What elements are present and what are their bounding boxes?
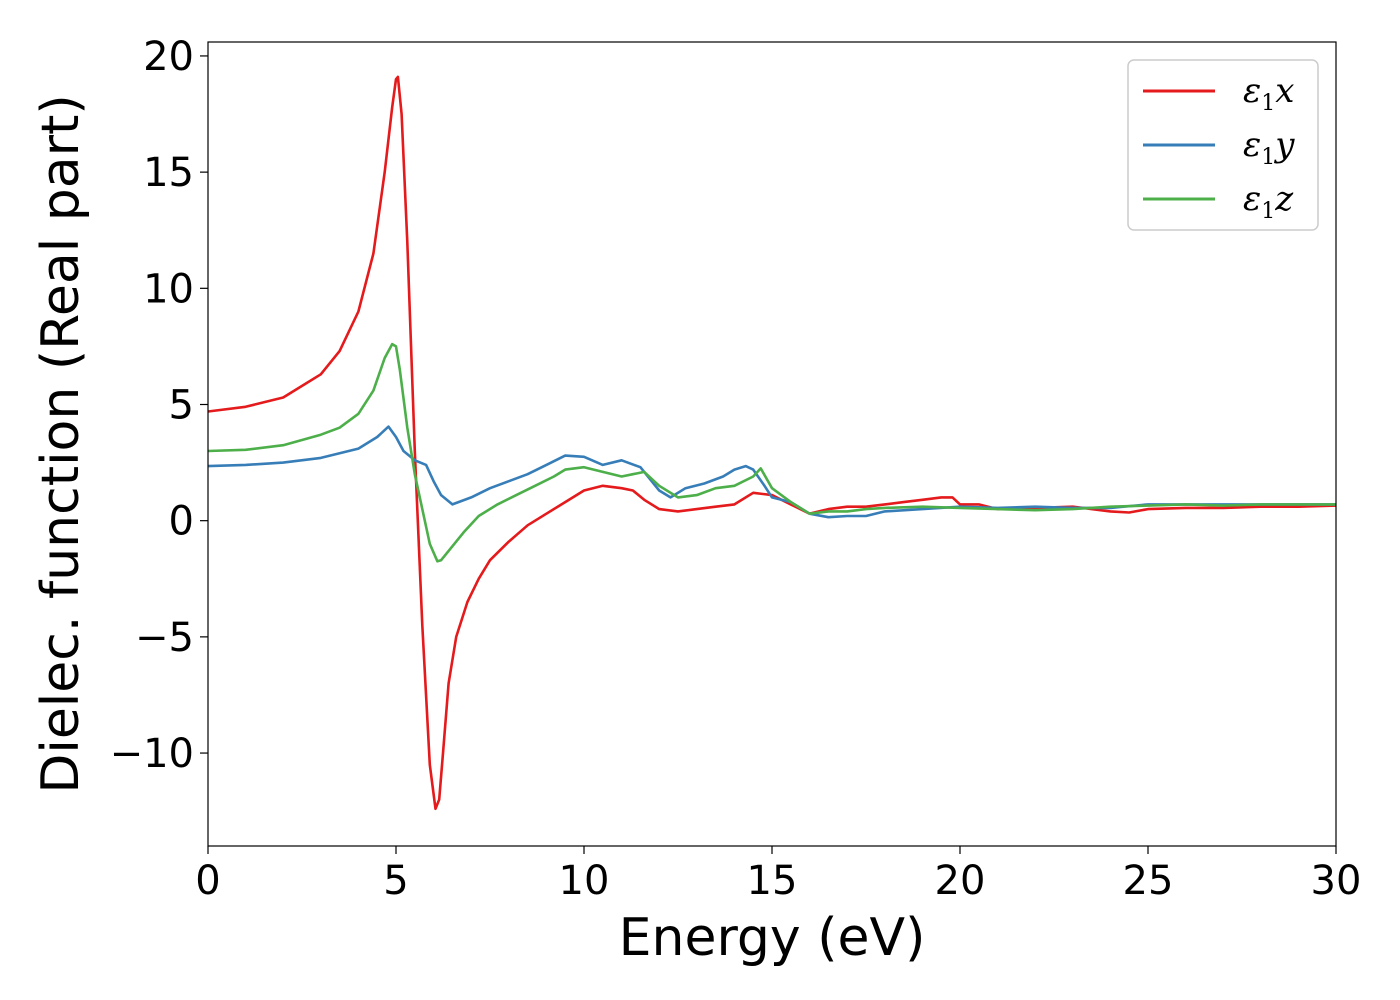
- legend-label-x: ε1x: [1243, 71, 1294, 116]
- y-axis: −10 −5 0 5 10 15 20: [110, 34, 208, 777]
- legend-label-z: ε1z: [1243, 179, 1294, 224]
- legend-component: y: [1273, 125, 1295, 165]
- y-axis-label: Dielec. function (Real part): [31, 94, 91, 793]
- legend-frame: [1127, 59, 1319, 231]
- x-tick-label: 25: [1123, 858, 1174, 904]
- y-tick-label: −5: [135, 615, 194, 661]
- series-layer: [208, 75, 1336, 811]
- y-tick-label: −10: [110, 731, 194, 777]
- x-tick-label: 5: [383, 858, 408, 904]
- x-axis: 0 5 10 15 20 25 30: [195, 846, 1361, 904]
- x-tick-label: 15: [747, 858, 798, 904]
- legend-symbol: ε: [1243, 71, 1261, 111]
- legend-label-y: ε1y: [1243, 125, 1295, 170]
- y-tick-label: 10: [143, 266, 194, 312]
- legend-component: z: [1274, 179, 1294, 219]
- x-tick-label: 20: [935, 858, 986, 904]
- legend-symbol: ε: [1243, 179, 1261, 219]
- x-tick-label: 10: [559, 858, 610, 904]
- x-axis-label: Energy (eV): [619, 908, 926, 968]
- series-line-y: [208, 425, 1336, 519]
- y-tick-label: 5: [169, 382, 194, 428]
- x-tick-label: 0: [195, 858, 220, 904]
- y-tick-label: 15: [143, 150, 194, 196]
- series-line-z: [208, 342, 1336, 563]
- legend-subscript: 1: [1261, 145, 1275, 170]
- y-tick-label: 20: [143, 34, 194, 80]
- legend-component: x: [1275, 71, 1294, 111]
- legend-symbol: ε: [1243, 125, 1261, 165]
- y-tick-label: 0: [169, 499, 194, 545]
- x-tick-label: 30: [1311, 858, 1362, 904]
- legend-subscript: 1: [1261, 199, 1275, 224]
- legend-subscript: 1: [1261, 91, 1275, 116]
